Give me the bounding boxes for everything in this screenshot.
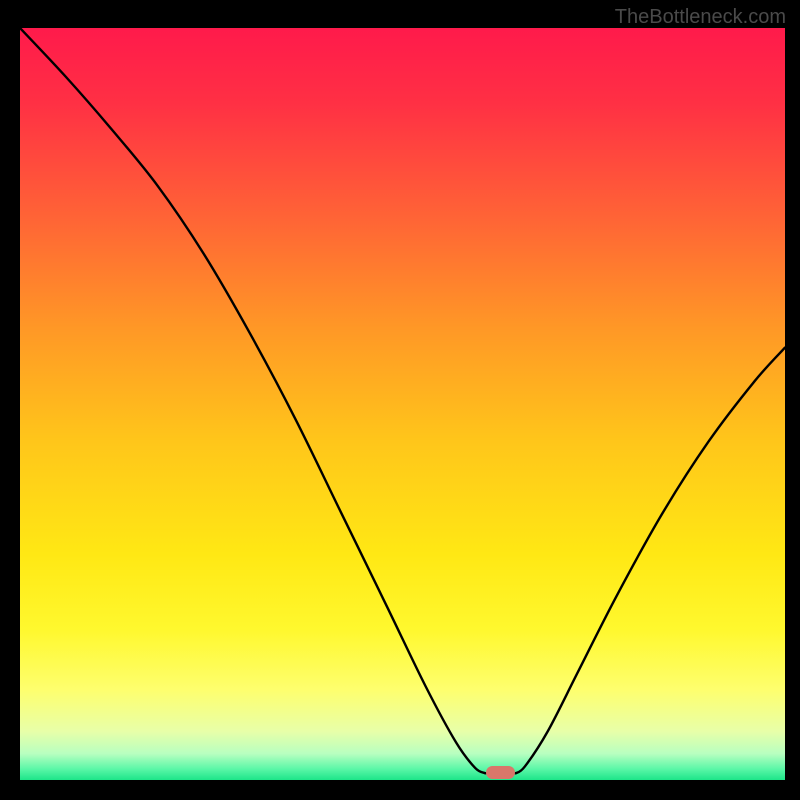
bottleneck-curve — [20, 28, 785, 780]
plot-area — [20, 28, 785, 780]
watermark-text: TheBottleneck.com — [615, 6, 786, 29]
optimum-marker — [486, 766, 516, 779]
